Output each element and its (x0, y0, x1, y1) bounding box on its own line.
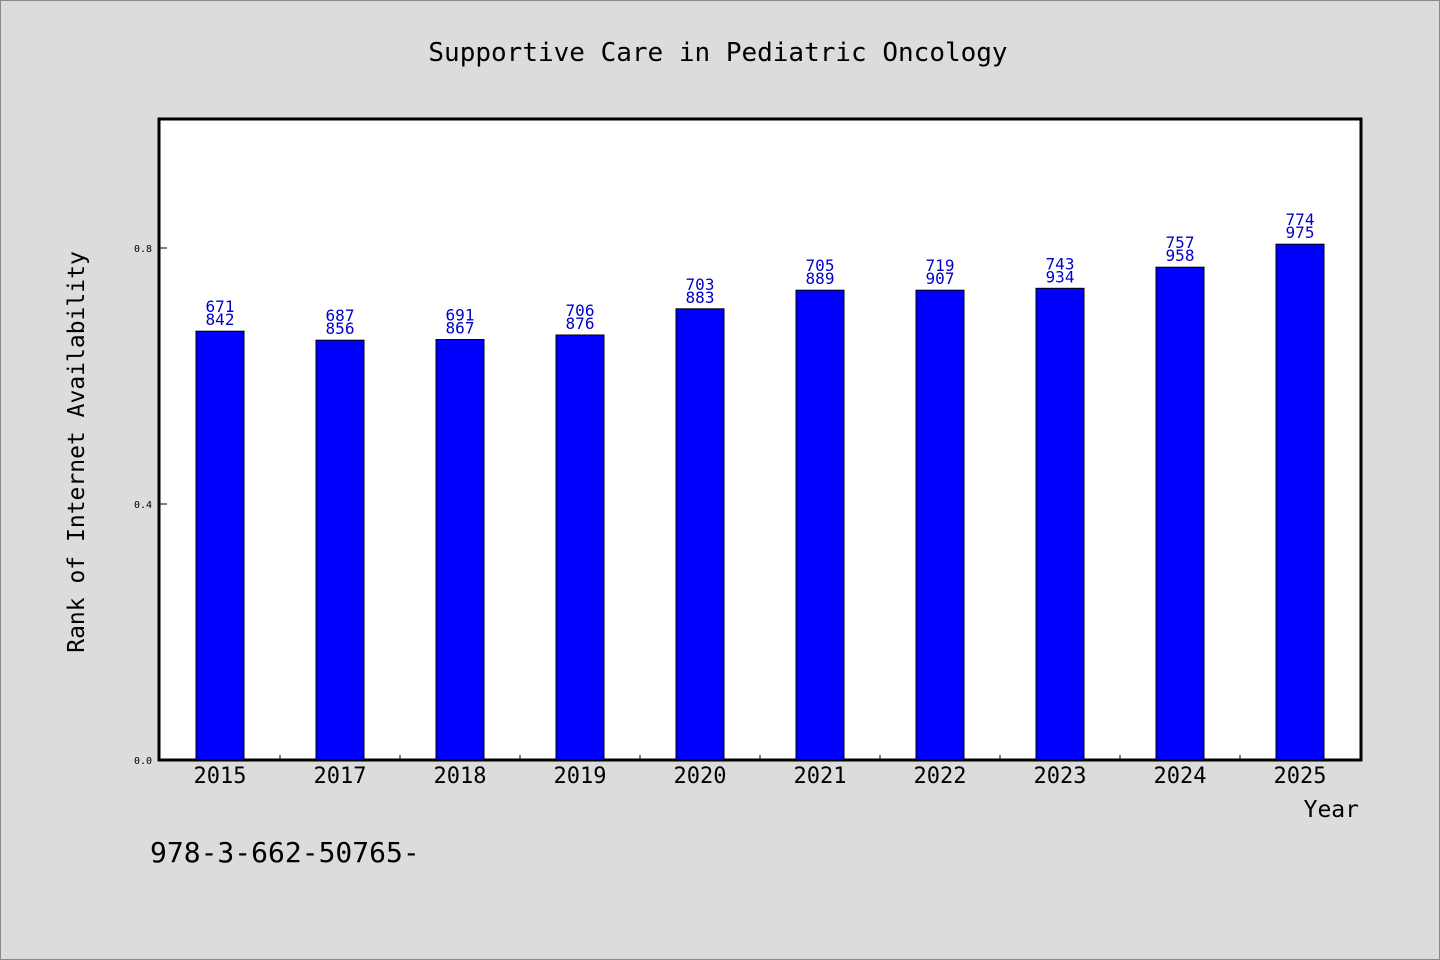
bar-2019 (555, 334, 605, 761)
x-tick-label-2023: 2023 (1034, 764, 1087, 789)
x-axis-label: Year (1304, 797, 1359, 823)
y-tick-label-0.0: 0.0 (134, 756, 152, 767)
x-tick-label-2024: 2024 (1154, 764, 1207, 789)
bar-2025 (1275, 243, 1325, 761)
bar-label-bottom-2025: 975 (1286, 223, 1315, 242)
bars-group (195, 243, 1325, 761)
bar-2022 (915, 289, 965, 761)
bar-label-top-2017: 687 (326, 306, 355, 325)
bar-2017 (315, 339, 365, 761)
bar-label-bottom-2018: 867 (446, 319, 475, 338)
y-tick-labels: 0.0 0.4 0.8 (134, 244, 152, 767)
y-axis-label: Rank of Internet Availability (64, 251, 90, 653)
y-tick-label-0.4: 0.4 (134, 500, 152, 511)
bar-2015 (195, 330, 245, 761)
bar-label-top-2021: 705 (806, 256, 835, 275)
bar-label-top-2023: 743 (1046, 254, 1075, 273)
bar-label-bottom-2015: 842 (206, 310, 235, 329)
x-tick-label-2018: 2018 (434, 764, 487, 789)
axis-ticks (160, 247, 1241, 761)
bar-label-top-2024: 757 (1166, 233, 1195, 252)
bar-2024 (1155, 266, 1205, 761)
bar-label-bottom-2023: 934 (1046, 267, 1075, 286)
y-tick-label-0.8: 0.8 (134, 244, 152, 255)
x-tick-label-2019: 2019 (554, 764, 607, 789)
x-tick-label-2022: 2022 (914, 764, 967, 789)
bar-label-bottom-2024: 958 (1166, 246, 1195, 265)
bar-label-bottom-2021: 889 (806, 269, 835, 288)
x-tick-label-2015: 2015 (194, 764, 247, 789)
x-tick-labels: 2015 2017 2018 2019 2020 2021 2022 2023 2024 2025 (194, 764, 1327, 789)
bar-2023 (1035, 287, 1085, 761)
bar-label-top-2020: 703 (686, 275, 715, 294)
bar-label-top-2015: 671 (206, 297, 235, 316)
chart-title: Supportive Care in Pediatric Oncology (428, 38, 1007, 68)
bar-label-bottom-2019: 876 (566, 314, 595, 333)
bar-label-top-2019: 706 (566, 301, 595, 320)
x-tick-label-2021: 2021 (794, 764, 847, 789)
x-tick-label-2025: 2025 (1274, 764, 1327, 789)
bar-label-bottom-2022: 907 (926, 269, 955, 288)
bar-label-top-2025: 774 (1286, 210, 1315, 229)
footer-isbn-text: 978-3-662-50765- (150, 836, 420, 869)
bar-label-top-2022: 719 (926, 256, 955, 275)
bar-label-bottom-2017: 856 (326, 319, 355, 338)
bar-2021 (795, 289, 845, 761)
x-tick-label-2017: 2017 (314, 764, 367, 789)
bar-label-top-2018: 691 (446, 306, 475, 325)
bar-2018 (435, 339, 485, 761)
bar-2020 (675, 308, 725, 761)
bar-label-bottom-2020: 883 (686, 288, 715, 307)
x-tick-label-2020: 2020 (674, 764, 727, 789)
